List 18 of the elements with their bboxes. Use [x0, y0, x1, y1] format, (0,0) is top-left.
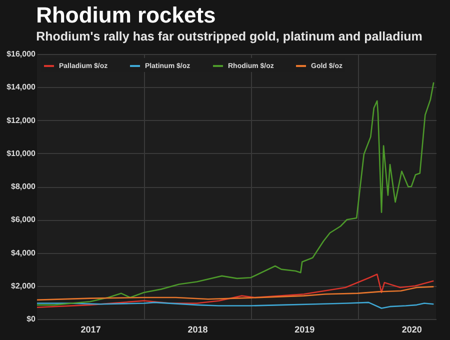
line-series [36, 82, 434, 306]
x-tick-label: 2018 [188, 324, 208, 334]
line-series [36, 274, 434, 308]
y-tick-label: $4,000 [11, 248, 36, 258]
y-tick-label: $6,000 [11, 215, 36, 224]
chart-title: Rhodium rockets [36, 2, 216, 28]
chart-subtitle: Rhodium's rally has far outstripped gold, platinum and palladium [36, 30, 422, 44]
y-tick-label: $12,000 [6, 116, 36, 125]
y-tick-label: $8,000 [11, 182, 36, 191]
y-tick-label: $16,000 [6, 50, 36, 58]
y-tick-label: $14,000 [6, 82, 36, 92]
y-tick-label: $10,000 [6, 148, 36, 158]
x-tick-label: 2020 [402, 324, 422, 334]
x-tick-label: 2017 [80, 324, 101, 334]
y-tick-label: $0 [26, 314, 36, 324]
line-series [36, 286, 434, 301]
x-tick-label: 2019 [294, 324, 315, 334]
y-tick-label: $2,000 [11, 281, 36, 290]
